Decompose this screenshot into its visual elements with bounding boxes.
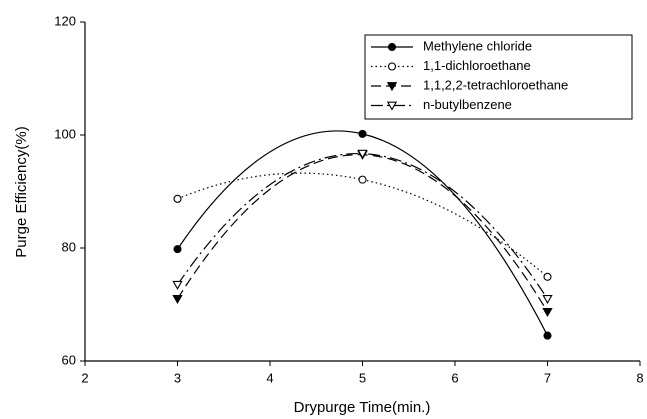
y-tick-label: 100 <box>54 126 76 141</box>
marker <box>358 129 367 138</box>
x-tick-label: 5 <box>359 370 366 385</box>
marker <box>358 175 367 184</box>
legend: Methylene chloride 1,1-dichloroethane 1,1,… <box>364 34 633 120</box>
y-tick-label: 80 <box>62 239 76 254</box>
marker <box>543 272 552 281</box>
legend-marker <box>387 42 397 52</box>
x-tick-label: 7 <box>544 370 551 385</box>
series-line <box>177 153 549 300</box>
y-tick-label: 60 <box>62 352 76 367</box>
legend-label: 1,1,2,2-tetrachloroethane <box>423 77 568 92</box>
marker <box>173 245 182 254</box>
legend-label: n-butylbenzene <box>423 97 512 112</box>
x-tick-label: 6 <box>451 370 458 385</box>
marker <box>172 295 183 304</box>
series-line <box>177 172 548 278</box>
legend-marker <box>386 82 398 92</box>
marker <box>542 295 553 304</box>
series-line <box>177 130 549 336</box>
marker <box>172 280 183 290</box>
x-tick-label: 2 <box>81 370 88 385</box>
marker <box>543 331 552 340</box>
marker <box>542 307 553 317</box>
y-tick-label: 120 <box>54 13 76 28</box>
legend-marker <box>386 101 398 111</box>
marker <box>357 149 368 159</box>
x-tick-label: 3 <box>174 370 181 385</box>
y-axis-title: Purge Efficiency(%) <box>13 126 30 257</box>
marker <box>173 194 182 203</box>
legend-label: Methylene chloride <box>423 38 532 53</box>
x-tick-label: 4 <box>266 370 273 385</box>
x-axis-title: Drypurge Time(min.) <box>294 399 431 416</box>
legend-marker <box>387 62 397 71</box>
legend-label: 1,1-dichloroethane <box>423 58 531 73</box>
x-tick-label: 8 <box>636 370 643 385</box>
